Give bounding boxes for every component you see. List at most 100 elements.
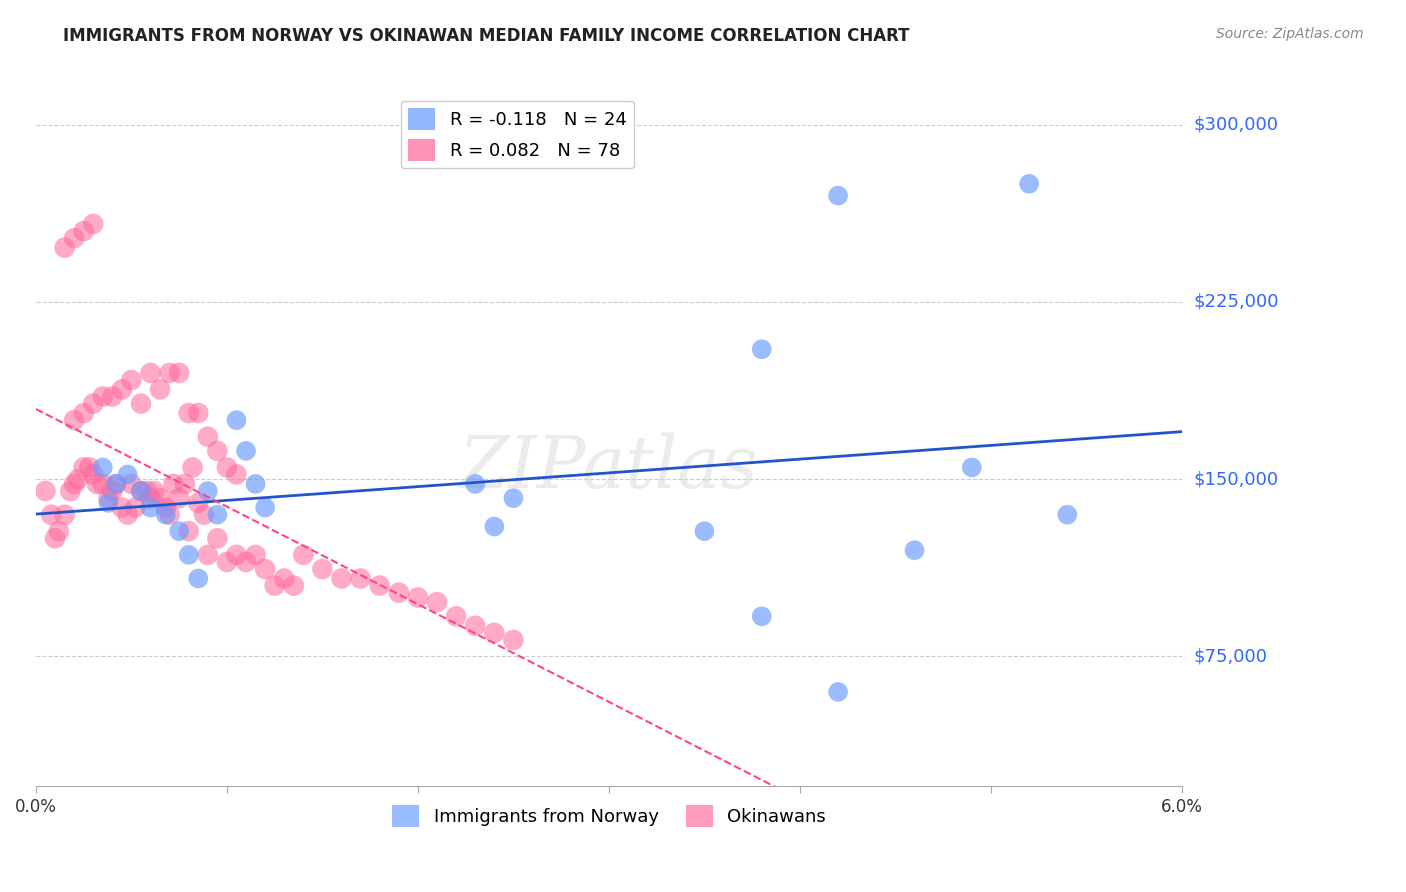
Okinawans [263, 578, 285, 592]
Okinawans [124, 500, 146, 515]
Okinawans [159, 508, 181, 522]
Okinawans [273, 572, 295, 586]
Okinawans [283, 578, 305, 592]
Okinawans [39, 508, 62, 522]
Immigrants from Norway [167, 524, 190, 539]
Okinawans [177, 406, 200, 420]
Immigrants from Norway [903, 543, 925, 558]
Okinawans [59, 484, 82, 499]
Okinawans [193, 508, 215, 522]
Immigrants from Norway [207, 508, 229, 522]
Okinawans [111, 383, 134, 397]
Okinawans [105, 477, 128, 491]
Okinawans [162, 477, 184, 491]
Immigrants from Norway [187, 572, 209, 586]
Text: $300,000: $300,000 [1194, 116, 1278, 134]
Immigrants from Norway [827, 685, 849, 699]
Okinawans [181, 460, 204, 475]
Immigrants from Norway [97, 496, 120, 510]
Okinawans [330, 572, 353, 586]
Immigrants from Norway [693, 524, 716, 539]
Immigrants from Norway [751, 609, 773, 624]
Okinawans [82, 217, 104, 231]
Immigrants from Norway [827, 188, 849, 202]
Immigrants from Norway [155, 508, 177, 522]
Okinawans [225, 548, 247, 562]
Immigrants from Norway [245, 477, 267, 491]
Okinawans [97, 491, 120, 505]
Okinawans [311, 562, 333, 576]
Okinawans [187, 496, 209, 510]
Okinawans [426, 595, 449, 609]
Okinawans [444, 609, 467, 624]
Okinawans [215, 460, 238, 475]
Okinawans [235, 555, 257, 569]
Okinawans [34, 484, 56, 499]
Immigrants from Norway [502, 491, 524, 505]
Okinawans [143, 484, 166, 499]
Okinawans [149, 383, 172, 397]
Okinawans [406, 591, 429, 605]
Immigrants from Norway [91, 460, 114, 475]
Immigrants from Norway [751, 343, 773, 357]
Immigrants from Norway [464, 477, 486, 491]
Okinawans [111, 500, 134, 515]
Okinawans [174, 477, 197, 491]
Okinawans [368, 578, 391, 592]
Okinawans [139, 366, 162, 380]
Okinawans [197, 548, 219, 562]
Okinawans [207, 531, 229, 545]
Okinawans [44, 531, 66, 545]
Immigrants from Norway [117, 467, 139, 482]
Immigrants from Norway [197, 484, 219, 499]
Text: $225,000: $225,000 [1194, 293, 1278, 311]
Text: $75,000: $75,000 [1194, 648, 1267, 665]
Okinawans [91, 477, 114, 491]
Okinawans [484, 625, 506, 640]
Okinawans [86, 477, 108, 491]
Okinawans [207, 443, 229, 458]
Okinawans [53, 508, 76, 522]
Okinawans [66, 472, 89, 486]
Okinawans [129, 484, 152, 499]
Immigrants from Norway [129, 484, 152, 499]
Immigrants from Norway [484, 519, 506, 533]
Okinawans [155, 500, 177, 515]
Okinawans [63, 413, 86, 427]
Text: Source: ZipAtlas.com: Source: ZipAtlas.com [1216, 27, 1364, 41]
Okinawans [63, 231, 86, 245]
Okinawans [120, 373, 142, 387]
Okinawans [91, 390, 114, 404]
Okinawans [129, 396, 152, 410]
Okinawans [79, 460, 101, 475]
Okinawans [215, 555, 238, 569]
Okinawans [101, 390, 124, 404]
Immigrants from Norway [105, 477, 128, 491]
Okinawans [73, 406, 96, 420]
Okinawans [149, 491, 172, 505]
Okinawans [167, 491, 190, 505]
Okinawans [292, 548, 315, 562]
Immigrants from Norway [177, 548, 200, 562]
Okinawans [63, 477, 86, 491]
Legend: Immigrants from Norway, Okinawans: Immigrants from Norway, Okinawans [385, 797, 834, 834]
Okinawans [82, 467, 104, 482]
Okinawans [139, 491, 162, 505]
Okinawans [177, 524, 200, 539]
Okinawans [101, 484, 124, 499]
Okinawans [245, 548, 267, 562]
Okinawans [82, 396, 104, 410]
Okinawans [48, 524, 70, 539]
Immigrants from Norway [960, 460, 983, 475]
Immigrants from Norway [1056, 508, 1078, 522]
Immigrants from Norway [254, 500, 277, 515]
Immigrants from Norway [1018, 177, 1040, 191]
Okinawans [167, 366, 190, 380]
Okinawans [254, 562, 277, 576]
Text: $150,000: $150,000 [1194, 470, 1278, 488]
Immigrants from Norway [139, 500, 162, 515]
Okinawans [349, 572, 371, 586]
Immigrants from Norway [225, 413, 247, 427]
Okinawans [187, 406, 209, 420]
Text: IMMIGRANTS FROM NORWAY VS OKINAWAN MEDIAN FAMILY INCOME CORRELATION CHART: IMMIGRANTS FROM NORWAY VS OKINAWAN MEDIA… [63, 27, 910, 45]
